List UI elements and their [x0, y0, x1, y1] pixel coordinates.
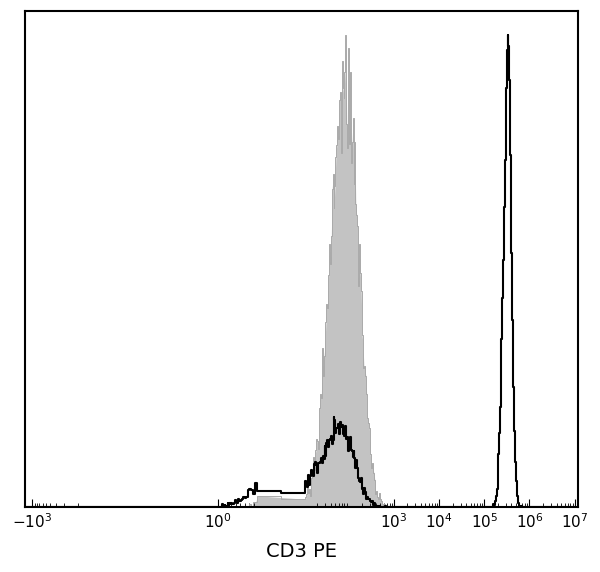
X-axis label: CD3 PE: CD3 PE: [266, 542, 337, 561]
